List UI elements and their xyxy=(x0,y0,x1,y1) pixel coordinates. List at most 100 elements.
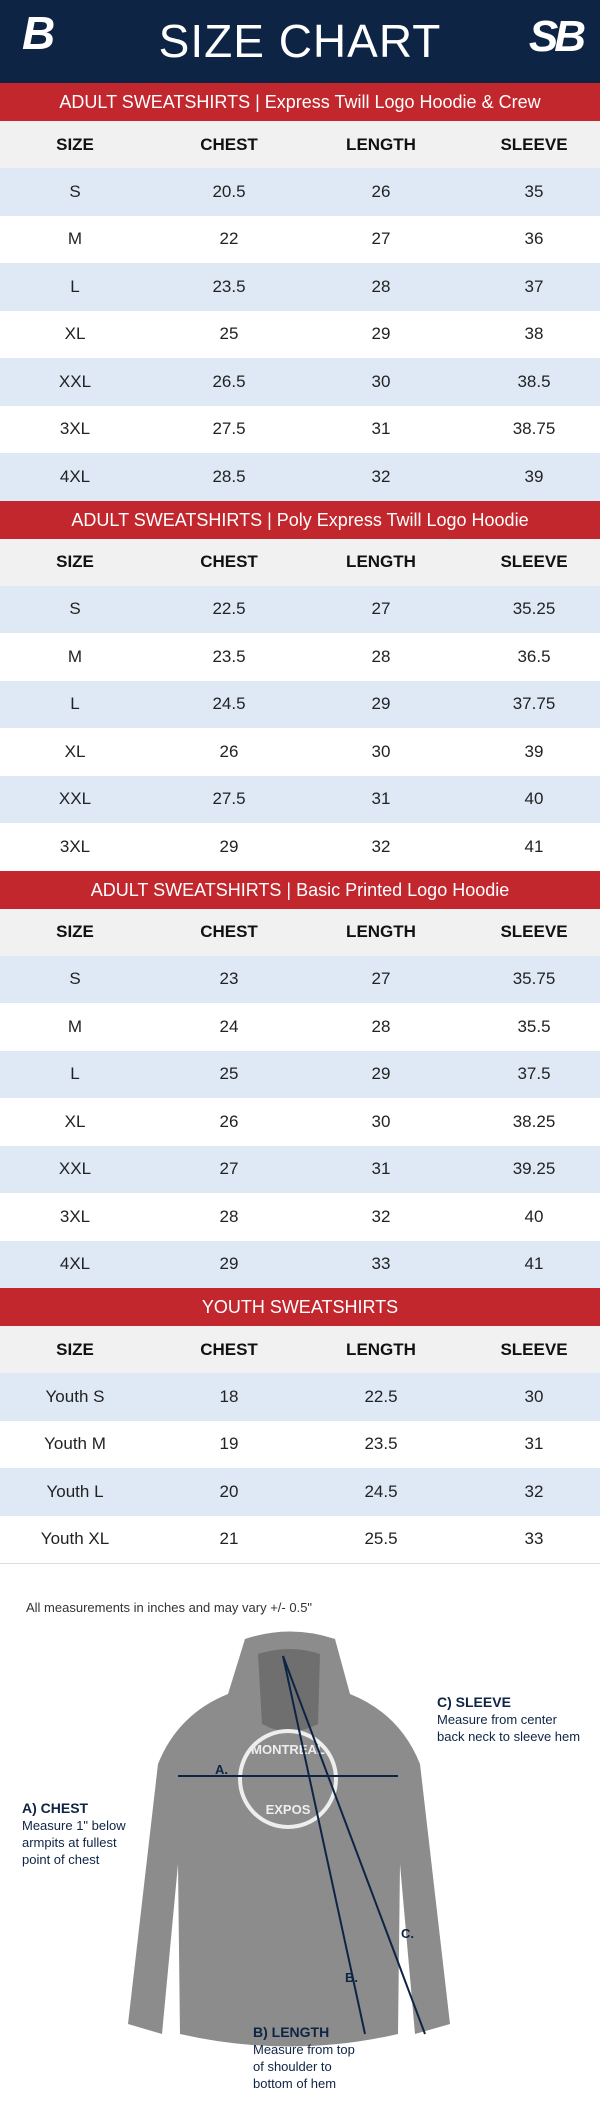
table-row: 3XL 28 32 40 xyxy=(0,1193,600,1241)
table-cell: 39.25 xyxy=(512,1159,556,1179)
table-cell: 29 xyxy=(219,836,239,856)
table-cell: 23.5 xyxy=(212,646,246,666)
table-cell: 38.5 xyxy=(517,371,551,391)
column-header: SLEEVE xyxy=(500,552,568,571)
footnote: All measurements in inches and may vary … xyxy=(26,1600,313,1615)
table-cell: 23 xyxy=(219,969,239,989)
table-row: L 25 29 37.5 xyxy=(0,1050,600,1098)
table-cell: 28 xyxy=(371,646,391,666)
table-cell: 26.5 xyxy=(212,371,246,391)
table-cell: 26 xyxy=(219,741,239,761)
sleeve-line: back neck to sleeve hem xyxy=(437,1729,581,1744)
table-cell: Youth L xyxy=(46,1481,104,1501)
table-cell: S xyxy=(69,969,81,989)
table-row: M 23.5 28 36.5 xyxy=(0,633,600,681)
table-cell: Youth S xyxy=(45,1386,105,1406)
header-row: SIZE CHEST LENGTH SLEEVE xyxy=(0,538,600,586)
table-cell: 29 xyxy=(371,694,391,714)
table-cell: 20.5 xyxy=(212,181,246,201)
table-cell: S xyxy=(69,599,81,619)
table-cell: 38.25 xyxy=(512,1111,556,1131)
table-cell: 27 xyxy=(371,229,391,249)
table-row: XXL 26.5 30 38.5 xyxy=(0,358,600,406)
table-row: S 20.5 26 35 xyxy=(0,168,600,216)
table-cell: 24.5 xyxy=(212,694,246,714)
table-row: 3XL 29 32 41 xyxy=(0,823,600,871)
table-cell: 27 xyxy=(371,599,391,619)
measurement-diagram: MONTREAL EXPOS A. B. C. All measurements… xyxy=(0,1563,600,2110)
table-cell: 28 xyxy=(219,1206,239,1226)
hood-opening xyxy=(258,1649,320,1732)
table-row: L 23.5 28 37 xyxy=(0,263,600,311)
table-row: Youth M 19 23.5 31 xyxy=(0,1420,600,1468)
table-cell: 28 xyxy=(371,1016,391,1036)
table-cell: 41 xyxy=(524,1254,544,1274)
sleeve-line: Measure from center xyxy=(437,1712,557,1727)
print-logo-bottom: EXPOS xyxy=(266,1802,311,1817)
section-title: ADULT SWEATSHIRTS | Express Twill Logo H… xyxy=(0,83,600,121)
table-cell: 27 xyxy=(219,1159,239,1179)
section-title: YOUTH SWEATSHIRTS xyxy=(0,1288,600,1326)
length-line: Measure from top xyxy=(253,2042,355,2057)
table-cell: 41 xyxy=(524,836,544,856)
table-cell: 31 xyxy=(371,419,391,439)
table-cell: 4XL xyxy=(59,1254,91,1274)
column-header: SIZE xyxy=(56,1339,94,1359)
table-cell: 35.75 xyxy=(512,969,556,989)
table-row: Youth S 18 22.5 30 xyxy=(0,1373,600,1421)
length-label: B) LENGTH Measure from top of shoulder to b… xyxy=(253,2024,355,2092)
table-cell: Youth XL xyxy=(40,1529,110,1549)
table-cell: 33 xyxy=(371,1254,391,1274)
table-cell: 30 xyxy=(371,371,391,391)
table-row: XL 25 29 38 xyxy=(0,310,600,358)
column-header: CHEST xyxy=(200,134,258,154)
length-line: bottom of hem xyxy=(253,2076,337,2091)
length-arrow xyxy=(282,1655,366,2035)
table-cell: 32 xyxy=(371,466,391,486)
column-header: CHEST xyxy=(200,922,258,941)
table-row: S 23 27 35.75 xyxy=(0,955,600,1003)
table-cell: 23.5 xyxy=(212,276,246,296)
table-cell: M xyxy=(67,646,83,666)
column-header: LENGTH xyxy=(346,134,416,154)
table-cell: 38 xyxy=(524,324,544,344)
table-row: Youth L 20 24.5 32 xyxy=(0,1468,600,1516)
column-header: CHEST xyxy=(200,1339,258,1359)
section-title: ADULT SWEATSHIRTS | Poly Express Twill L… xyxy=(0,500,600,539)
table-row: XL 26 30 38.25 xyxy=(0,1098,600,1146)
table-cell: 3XL xyxy=(59,836,91,856)
table-cell: 23.5 xyxy=(364,1434,398,1454)
table-cell: M xyxy=(67,229,83,249)
table-cell: 40 xyxy=(524,1206,544,1226)
table-cell: M xyxy=(67,1016,83,1036)
table-cell: 29 xyxy=(219,1254,239,1274)
table-cell: 30 xyxy=(524,1386,544,1406)
table-cell: 19 xyxy=(219,1434,239,1454)
table-cell: 4XL xyxy=(59,466,91,486)
marker-a: A. xyxy=(215,1762,228,1777)
column-header: SIZE xyxy=(56,552,94,571)
table-cell: 3XL xyxy=(59,1206,91,1226)
marker-c: C. xyxy=(401,1926,414,1941)
table-row: 4XL 28.5 32 39 xyxy=(0,453,600,501)
section-title: ADULT SWEATSHIRTS | Basic Printed Logo H… xyxy=(0,870,600,909)
table-cell: L xyxy=(70,694,80,714)
table-cell: L xyxy=(70,276,80,296)
column-header: SIZE xyxy=(56,134,94,154)
table-cell: 29 xyxy=(371,324,391,344)
table-cell: 24.5 xyxy=(364,1481,398,1501)
table-cell: XL xyxy=(64,1111,86,1131)
size-table: ADULT SWEATSHIRTS | Poly Express Twill L… xyxy=(0,500,600,871)
table-cell: 27.5 xyxy=(212,789,246,809)
table-cell: 31 xyxy=(371,1159,391,1179)
chest-line: point of chest xyxy=(22,1852,100,1867)
table-cell: 30 xyxy=(371,741,391,761)
chest-line: armpits at fullest xyxy=(22,1835,117,1850)
column-header: SIZE xyxy=(56,922,94,941)
table-row: L 24.5 29 37.75 xyxy=(0,680,600,728)
table-cell: XL xyxy=(64,324,86,344)
table-row: S 22.5 27 35.25 xyxy=(0,585,600,633)
column-header: SLEEVE xyxy=(500,134,568,154)
table-cell: 31 xyxy=(524,1434,544,1454)
